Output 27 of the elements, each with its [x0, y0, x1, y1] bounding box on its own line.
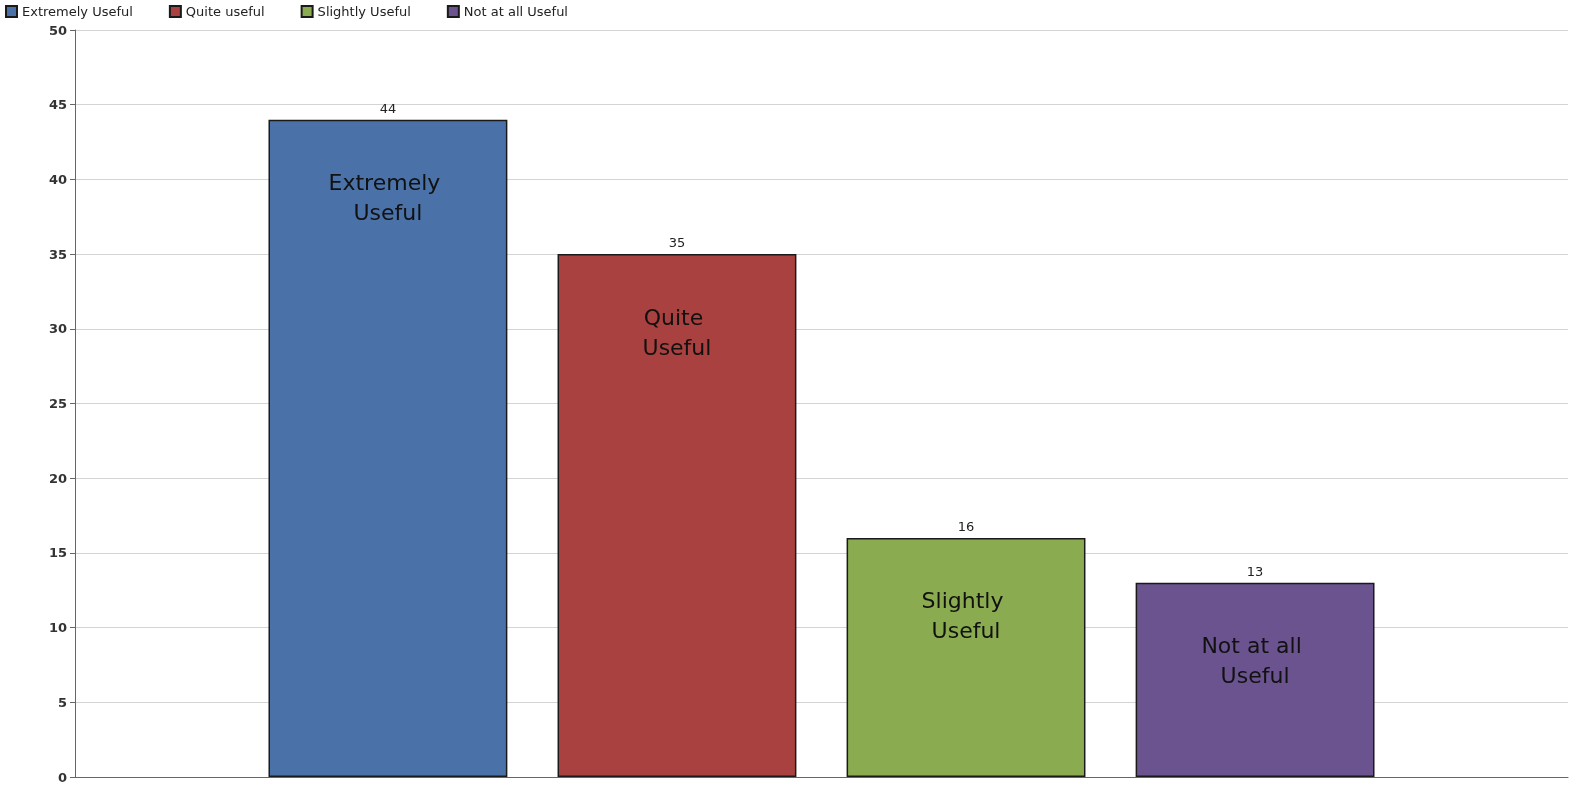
- annotation: Extremely Useful: [328, 170, 448, 226]
- legend-label: Quite useful: [185, 4, 265, 19]
- legend-label: Slightly Useful: [317, 4, 411, 19]
- bar: [1135, 582, 1375, 777]
- data-label: 16: [957, 518, 975, 534]
- y-tick-label: 30: [48, 321, 67, 337]
- y-tick-label: 15: [48, 545, 67, 561]
- y-tick-label: 25: [48, 396, 67, 411]
- y-tick-label: 20: [48, 470, 67, 486]
- bar: [268, 119, 508, 777]
- y-tick-label: 10: [48, 620, 67, 636]
- bar: [846, 537, 1086, 777]
- y-tick-label: 0: [57, 769, 67, 785]
- y-tick-label: 5: [57, 694, 67, 710]
- annotation: Slightly Useful: [921, 588, 1011, 644]
- annotation: Quite Useful: [642, 304, 712, 360]
- y-tick-label: 50: [48, 22, 67, 38]
- y-tick-label: 40: [48, 171, 67, 187]
- data-label: 44: [379, 100, 397, 116]
- legend-label: Extremely Useful: [22, 4, 133, 19]
- y-tick-label: 45: [48, 97, 67, 113]
- bar: [557, 254, 797, 777]
- data-label: 35: [668, 235, 686, 251]
- legend-label: Not at all Useful: [463, 4, 568, 19]
- data-label: 13: [1246, 563, 1264, 579]
- y-tick-label: 35: [48, 246, 67, 262]
- annotation: Not at all Useful: [1201, 633, 1309, 689]
